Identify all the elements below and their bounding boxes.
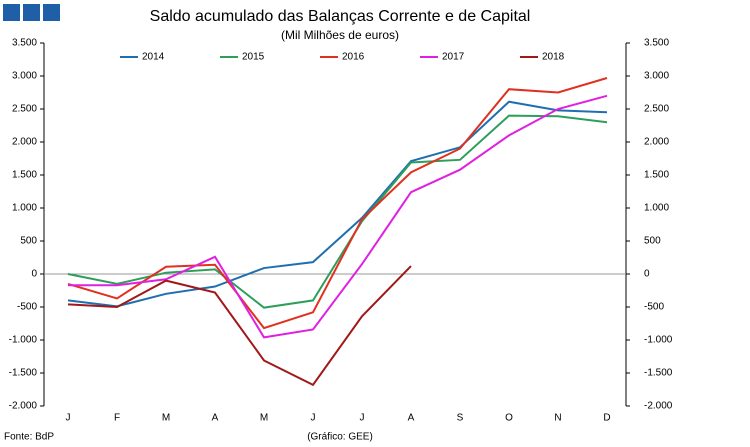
y2-tick-label: 2.500	[644, 104, 669, 115]
x-tick-label: J	[360, 413, 365, 424]
x-tick-label: A	[408, 413, 415, 424]
legend-label: 2018	[542, 52, 565, 63]
chart-title: Saldo acumulado das Balanças Corrente e …	[150, 8, 531, 25]
y2-tick-label: 1.000	[644, 203, 669, 214]
chart-subtitle: (Mil Milhões de euros)	[281, 28, 399, 42]
y2-tick-label: 3.000	[644, 71, 669, 82]
x-tick-label: M	[260, 413, 268, 424]
y-tick-label: 500	[20, 236, 37, 247]
y-tick-label: 3.500	[12, 38, 37, 49]
source: Fonte: BdP	[4, 432, 54, 443]
x-tick-label: D	[603, 413, 610, 424]
y2-tick-label: -1.000	[644, 335, 673, 346]
x-tick-label: J	[311, 413, 316, 424]
x-tick-label: N	[554, 413, 561, 424]
y2-tick-label: 500	[644, 236, 661, 247]
y2-tick-label: 2.000	[644, 137, 669, 148]
legend-label: 2016	[342, 52, 365, 63]
y2-tick-label: -1.500	[644, 368, 673, 379]
y2-tick-label: 1.500	[644, 170, 669, 181]
x-tick-label: S	[457, 413, 464, 424]
y-tick-label: -2.000	[9, 401, 38, 412]
logo-square	[3, 4, 20, 21]
legend-label: 2015	[242, 52, 265, 63]
y-tick-label: 1.500	[12, 170, 37, 181]
logo-square	[43, 4, 60, 21]
series-line	[67, 100, 608, 308]
series-line	[67, 265, 412, 387]
y-tick-label: 3.000	[12, 71, 37, 82]
legend-label: 2017	[442, 52, 465, 63]
x-tick-label: A	[212, 413, 219, 424]
y-tick-label: 2.500	[12, 104, 37, 115]
x-tick-label: F	[114, 413, 120, 424]
logo-square	[23, 4, 40, 21]
x-tick-label: O	[505, 413, 513, 424]
series-line	[67, 114, 608, 309]
credit: (Gráfico: GEE)	[307, 432, 373, 443]
y-tick-label: 2.000	[12, 137, 37, 148]
y2-tick-label: -2.000	[644, 401, 673, 412]
y-tick-label: -1.000	[9, 335, 38, 346]
y2-tick-label: 3.500	[644, 38, 669, 49]
series-line	[67, 77, 608, 330]
y-tick-label: 0	[31, 269, 37, 280]
y2-tick-label: -500	[644, 302, 664, 313]
series-line	[68, 94, 608, 339]
y-tick-label: -500	[17, 302, 37, 313]
x-tick-label: J	[66, 413, 71, 424]
y-tick-label: -1.500	[9, 368, 38, 379]
y-tick-label: 1.000	[12, 203, 37, 214]
y2-tick-label: 0	[644, 269, 650, 280]
legend-label: 2014	[142, 52, 165, 63]
x-tick-label: M	[162, 413, 170, 424]
